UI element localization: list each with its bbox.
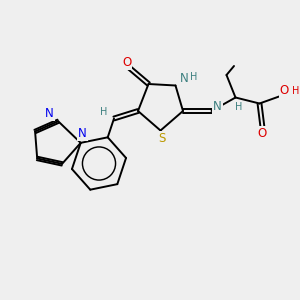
Text: N: N [78, 127, 87, 140]
Text: N: N [45, 107, 54, 120]
Text: O: O [258, 127, 267, 140]
Text: H: H [190, 72, 198, 82]
Text: H: H [235, 102, 242, 112]
Text: H: H [100, 107, 107, 117]
Text: H: H [292, 85, 300, 96]
Text: O: O [280, 84, 289, 97]
Text: S: S [158, 132, 166, 146]
Text: N: N [213, 100, 222, 113]
Text: O: O [122, 56, 131, 69]
Text: N: N [179, 72, 188, 86]
